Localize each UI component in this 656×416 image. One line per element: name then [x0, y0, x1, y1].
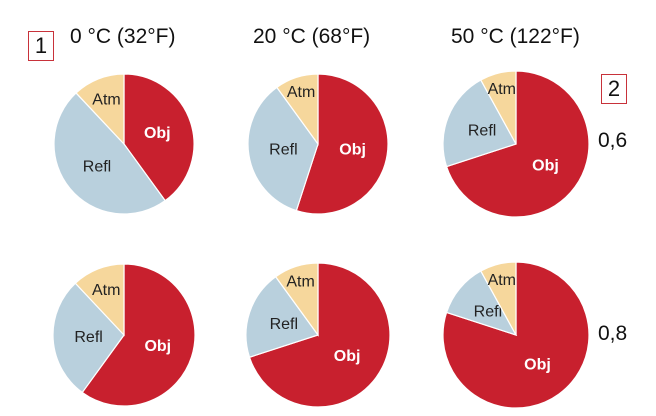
pie-3-2-slice-atm — [480, 261, 517, 336]
row-label-emissivity-0-8: 0,8 — [598, 322, 628, 345]
pie-3-1-label-obj: Obj — [532, 158, 559, 175]
pie-3-1: Obj Refl Atm — [442, 70, 590, 218]
pie-2-1-slice-atm — [276, 73, 319, 146]
pie-1-1-label-refl: Refl — [83, 158, 111, 175]
pie-3-2-label-refl: Refl — [474, 304, 502, 321]
pie-1-2-label-obj: Obj — [144, 338, 171, 355]
pie-2-2-slice-refl — [245, 275, 319, 359]
pie-2-1: Obj Refl Atm — [247, 73, 389, 215]
column-header-0c: 0 °C (32°F) — [70, 25, 176, 48]
marker-2: 2 — [601, 74, 627, 104]
pie-2-2-label-atm: Atm — [286, 274, 314, 291]
pie-2-2-slice-obj — [248, 262, 391, 408]
pie-3-1-label-atm: Atm — [488, 81, 516, 98]
marker-1: 1 — [28, 31, 54, 61]
pie-1-1-slice-obj — [123, 73, 195, 202]
pie-1-1-slice-refl — [53, 92, 166, 215]
pie-3-1-slice-obj — [445, 70, 590, 218]
pie-3-2-label-atm: Atm — [488, 272, 516, 289]
pie-1-1-label-obj: Obj — [144, 125, 171, 142]
row-label-emissivity-0-6: 0,6 — [598, 129, 628, 152]
column-header-20c: 20 °C (68°F) — [253, 25, 371, 48]
pie-3-2-label-obj: Obj — [524, 357, 551, 374]
pie-3-1-slice-refl — [442, 79, 517, 168]
pie-3-2: Obj Refl Atm — [442, 261, 590, 409]
pie-1-1-slice-atm — [75, 73, 125, 146]
pie-1-2-slice-atm — [74, 263, 125, 337]
pie-2-1-label-atm: Atm — [287, 84, 315, 101]
pie-1-2-slice-refl — [52, 282, 125, 394]
pie-1-2: Obj Refl Atm — [52, 263, 196, 407]
pie-1-2-label-atm: Atm — [92, 282, 120, 299]
pie-2-2-slice-atm — [274, 262, 319, 337]
pie-1-1-label-atm: Atm — [92, 92, 120, 109]
pie-3-1-label-refl: Refl — [468, 123, 496, 140]
pie-1-2-slice-obj — [81, 263, 196, 407]
pie-1-2-label-refl: Refl — [74, 329, 102, 346]
pie-2-2: Obj Refl Atm — [245, 262, 391, 408]
pie-2-1-slice-obj — [295, 73, 389, 215]
pie-2-1-slice-refl — [247, 86, 319, 212]
pie-2-1-label-refl: Refl — [269, 142, 297, 159]
pie-2-2-label-obj: Obj — [334, 348, 361, 365]
pie-2-1-label-obj: Obj — [339, 142, 366, 159]
pie-1-1: Obj Refl Atm — [53, 73, 195, 215]
pie-3-1-slice-atm — [480, 70, 517, 145]
pie-3-2-slice-obj — [442, 261, 590, 409]
column-header-50c: 50 °C (122°F) — [451, 25, 580, 48]
pie-2-2-label-refl: Refl — [270, 316, 298, 333]
